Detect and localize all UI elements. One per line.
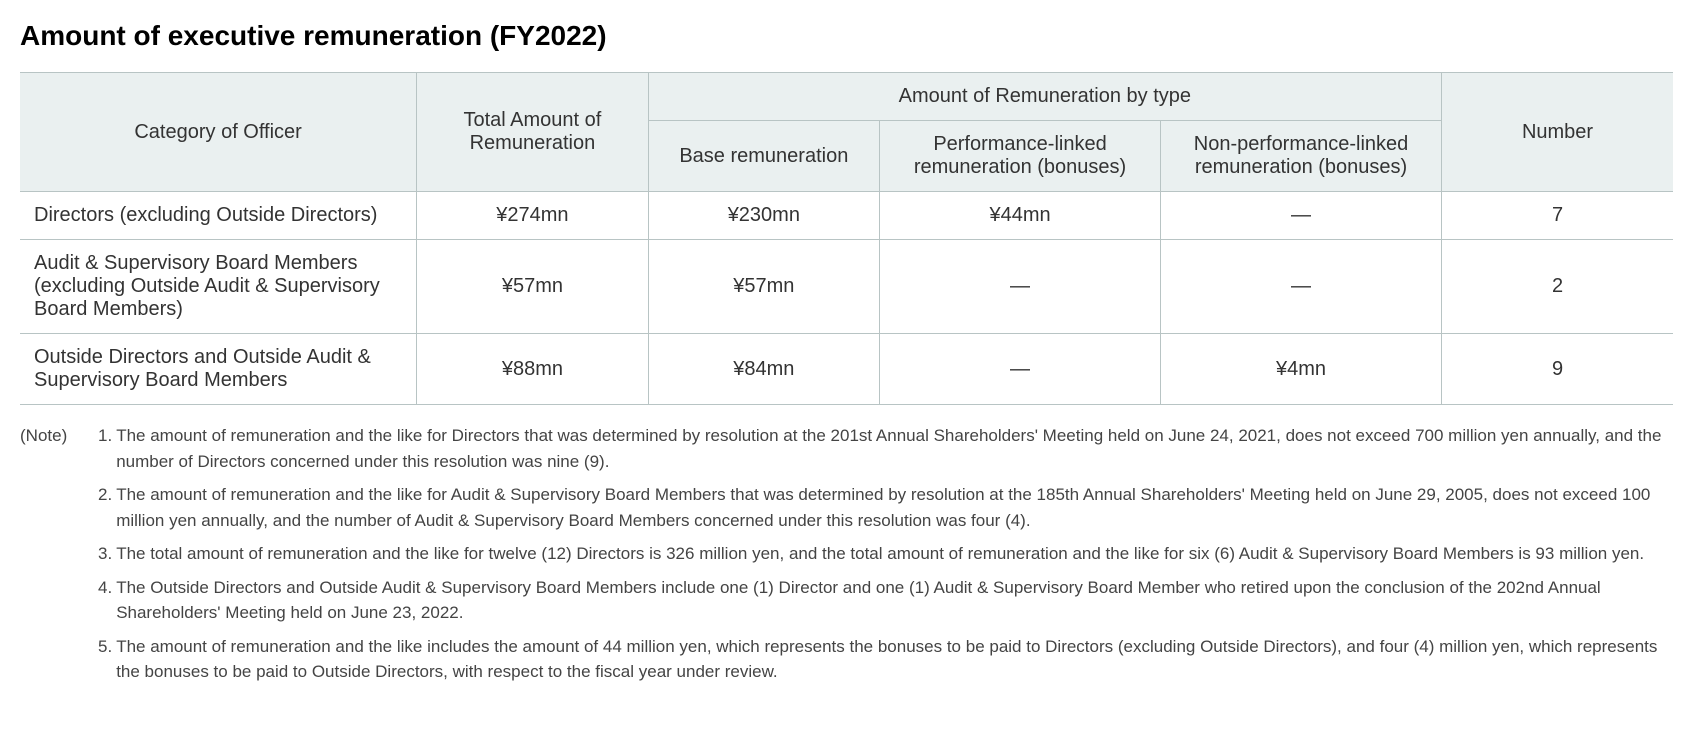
cell-category: Audit & Supervisory Board Members (exclu…	[20, 240, 417, 334]
notes-label: (Note)	[20, 423, 98, 449]
notes-section: (Note) 1. The amount of remuneration and…	[20, 423, 1673, 693]
cell-category: Outside Directors and Outside Audit & Su…	[20, 334, 417, 405]
note-item: 3. The total amount of remuneration and …	[98, 541, 1673, 567]
note-text: The total amount of remuneration and the…	[116, 541, 1673, 567]
note-text: The amount of remuneration and the like …	[116, 634, 1673, 685]
note-item: 1. The amount of remuneration and the li…	[98, 423, 1673, 474]
note-text: The amount of remuneration and the like …	[116, 482, 1673, 533]
cell-performance: —	[880, 240, 1161, 334]
note-number: 3.	[98, 541, 116, 567]
cell-number: 7	[1442, 192, 1673, 240]
th-non-performance: Non-performance-linked remuneration (bon…	[1161, 121, 1442, 192]
note-number: 5.	[98, 634, 116, 685]
th-by-type: Amount of Remuneration by type	[648, 73, 1441, 121]
table-row: Audit & Supervisory Board Members (exclu…	[20, 240, 1673, 334]
page-title: Amount of executive remuneration (FY2022…	[20, 20, 1673, 52]
cell-total: ¥88mn	[417, 334, 648, 405]
table-row: Outside Directors and Outside Audit & Su…	[20, 334, 1673, 405]
cell-total: ¥274mn	[417, 192, 648, 240]
cell-total: ¥57mn	[417, 240, 648, 334]
cell-non-performance: —	[1161, 240, 1442, 334]
th-total: Total Amount of Remuneration	[417, 73, 648, 192]
cell-base: ¥230mn	[648, 192, 879, 240]
note-item: 2. The amount of remuneration and the li…	[98, 482, 1673, 533]
cell-performance: —	[880, 334, 1161, 405]
note-number: 2.	[98, 482, 116, 533]
note-text: The amount of remuneration and the like …	[116, 423, 1673, 474]
cell-non-performance: —	[1161, 192, 1442, 240]
note-text: The Outside Directors and Outside Audit …	[116, 575, 1673, 626]
cell-base: ¥57mn	[648, 240, 879, 334]
th-category: Category of Officer	[20, 73, 417, 192]
note-number: 4.	[98, 575, 116, 626]
notes-list: 1. The amount of remuneration and the li…	[98, 423, 1673, 693]
cell-non-performance: ¥4mn	[1161, 334, 1442, 405]
note-item: 5. The amount of remuneration and the li…	[98, 634, 1673, 685]
note-number: 1.	[98, 423, 116, 474]
document-container: Amount of executive remuneration (FY2022…	[20, 20, 1673, 693]
th-number: Number	[1442, 73, 1673, 192]
cell-number: 2	[1442, 240, 1673, 334]
cell-performance: ¥44mn	[880, 192, 1161, 240]
cell-base: ¥84mn	[648, 334, 879, 405]
th-performance: Performance-linked remuneration (bonuses…	[880, 121, 1161, 192]
th-base: Base remuneration	[648, 121, 879, 192]
table-row: Directors (excluding Outside Directors) …	[20, 192, 1673, 240]
note-item: 4. The Outside Directors and Outside Aud…	[98, 575, 1673, 626]
cell-category: Directors (excluding Outside Directors)	[20, 192, 417, 240]
remuneration-table: Category of Officer Total Amount of Remu…	[20, 72, 1673, 405]
cell-number: 9	[1442, 334, 1673, 405]
